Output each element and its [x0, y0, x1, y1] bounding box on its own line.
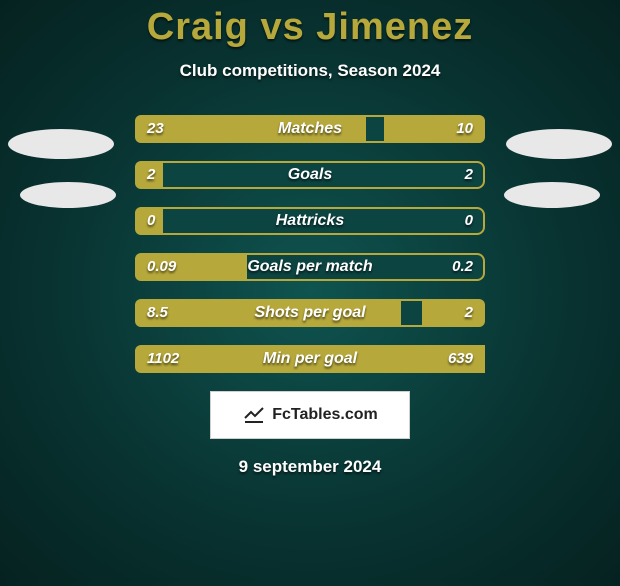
stat-label: Matches: [135, 115, 485, 143]
stats-container: 2310Matches 22Goals 00Hattricks 0.090.2Goal…: [0, 115, 620, 373]
brand-badge[interactable]: FcTables.com: [210, 391, 410, 439]
stat-row: 1102639Min per goal: [135, 345, 485, 373]
stat-label: Goals per match: [135, 253, 485, 281]
stat-label: Shots per goal: [135, 299, 485, 327]
stat-row: 8.52Shots per goal: [135, 299, 485, 327]
subtitle: Club competitions, Season 2024: [0, 61, 620, 81]
stat-label: Goals: [135, 161, 485, 189]
stat-label: Min per goal: [135, 345, 485, 373]
page-title: Craig vs Jimenez: [0, 6, 620, 49]
stat-row: 0.090.2Goals per match: [135, 253, 485, 281]
footer-date: 9 september 2024: [0, 457, 620, 477]
stat-label: Hattricks: [135, 207, 485, 235]
stat-row: 00Hattricks: [135, 207, 485, 235]
stat-row: 2310Matches: [135, 115, 485, 143]
chart-icon: [242, 401, 266, 430]
stat-row: 22Goals: [135, 161, 485, 189]
brand-text: FcTables.com: [272, 406, 378, 424]
